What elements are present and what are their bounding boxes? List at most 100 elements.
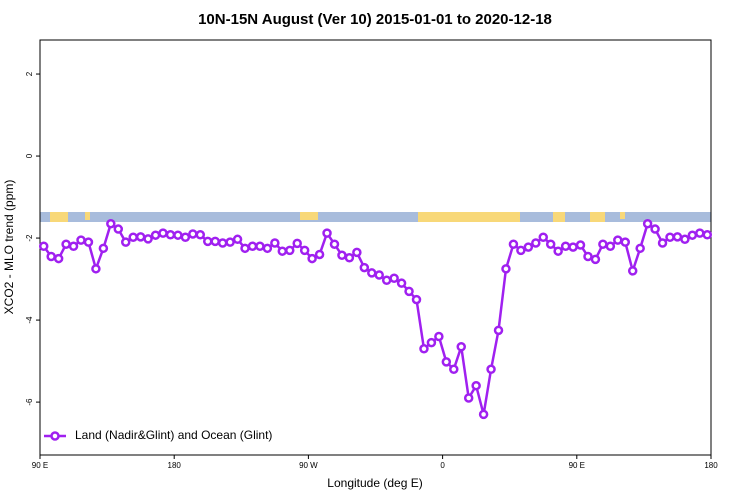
point — [441, 357, 452, 367]
point — [307, 253, 317, 264]
point — [687, 230, 698, 240]
y-tick-label: 2 — [25, 71, 34, 76]
point — [91, 264, 101, 274]
point — [61, 239, 71, 249]
point — [553, 246, 563, 256]
point — [516, 245, 526, 256]
point — [262, 243, 273, 254]
point — [374, 270, 384, 280]
point — [352, 247, 362, 258]
point — [68, 241, 79, 252]
point — [411, 294, 422, 305]
point — [590, 254, 601, 265]
point — [329, 239, 340, 249]
point — [359, 262, 370, 273]
point — [695, 228, 705, 238]
point — [508, 239, 519, 249]
point — [113, 224, 124, 234]
point — [106, 218, 116, 229]
point — [583, 251, 593, 262]
point — [83, 237, 94, 247]
point — [605, 241, 616, 252]
point — [531, 238, 541, 248]
point — [277, 246, 288, 256]
point — [38, 241, 49, 252]
chart-title: 10N-15N August (Ver 10) 2015-01-01 to 20… — [198, 11, 552, 28]
x-axis-label: Longitude (deg E) — [327, 476, 422, 490]
point — [404, 286, 414, 297]
point — [98, 243, 109, 254]
point — [344, 253, 355, 263]
point — [322, 228, 332, 238]
point — [165, 230, 176, 240]
x-tick-label: 180 — [168, 461, 182, 470]
land-ocean-band — [40, 212, 711, 222]
point — [419, 344, 429, 354]
x-tick-label: 90 E — [569, 461, 585, 470]
y-tick-label: -6 — [25, 398, 34, 406]
point — [657, 238, 668, 248]
point — [367, 268, 377, 278]
point — [203, 236, 213, 247]
point — [680, 234, 690, 245]
point — [188, 229, 198, 239]
y-tick-label: 0 — [25, 153, 34, 158]
y-tick-label: -2 — [25, 234, 34, 242]
x-tick-label: 180 — [704, 461, 718, 470]
point — [650, 224, 660, 234]
point — [396, 278, 407, 288]
point — [285, 245, 295, 256]
point — [180, 232, 191, 242]
point — [255, 241, 265, 252]
y-axis-label: XCO2 - MLO trend (ppm) — [2, 180, 16, 315]
point — [135, 232, 146, 242]
legend-marker — [50, 431, 60, 441]
point — [545, 239, 556, 249]
point — [128, 232, 138, 242]
point — [120, 237, 131, 247]
point — [635, 243, 645, 254]
point — [292, 238, 302, 249]
point — [314, 249, 325, 260]
point — [270, 238, 280, 248]
point — [389, 273, 399, 284]
y-tick-label: -4 — [25, 316, 34, 324]
point — [225, 237, 235, 247]
point — [150, 230, 161, 240]
point — [642, 218, 653, 229]
point — [247, 241, 258, 252]
legend-label: Land (Nadir&Glint) and Ocean (Glint) — [75, 428, 272, 442]
point — [53, 253, 64, 264]
point — [299, 245, 310, 256]
point — [456, 341, 466, 352]
point — [240, 243, 250, 254]
point — [493, 325, 504, 336]
point — [463, 393, 474, 403]
point — [143, 234, 153, 244]
point — [173, 230, 183, 240]
point — [381, 275, 392, 286]
point — [337, 250, 347, 261]
point — [449, 364, 459, 375]
point — [538, 232, 548, 242]
point — [501, 264, 511, 274]
point — [568, 242, 578, 252]
point — [523, 242, 534, 252]
point — [613, 235, 623, 245]
point — [627, 266, 638, 276]
point — [46, 251, 56, 262]
x-tick-label: 0 — [440, 461, 445, 470]
point — [702, 230, 713, 240]
point — [434, 331, 444, 342]
point — [217, 238, 228, 248]
point — [620, 237, 631, 247]
point — [560, 241, 571, 252]
point — [598, 239, 608, 249]
point — [426, 337, 437, 348]
x-tick-label: 90 W — [299, 461, 318, 470]
point — [672, 232, 683, 242]
point — [232, 234, 243, 245]
point — [665, 232, 675, 242]
point — [478, 409, 489, 420]
